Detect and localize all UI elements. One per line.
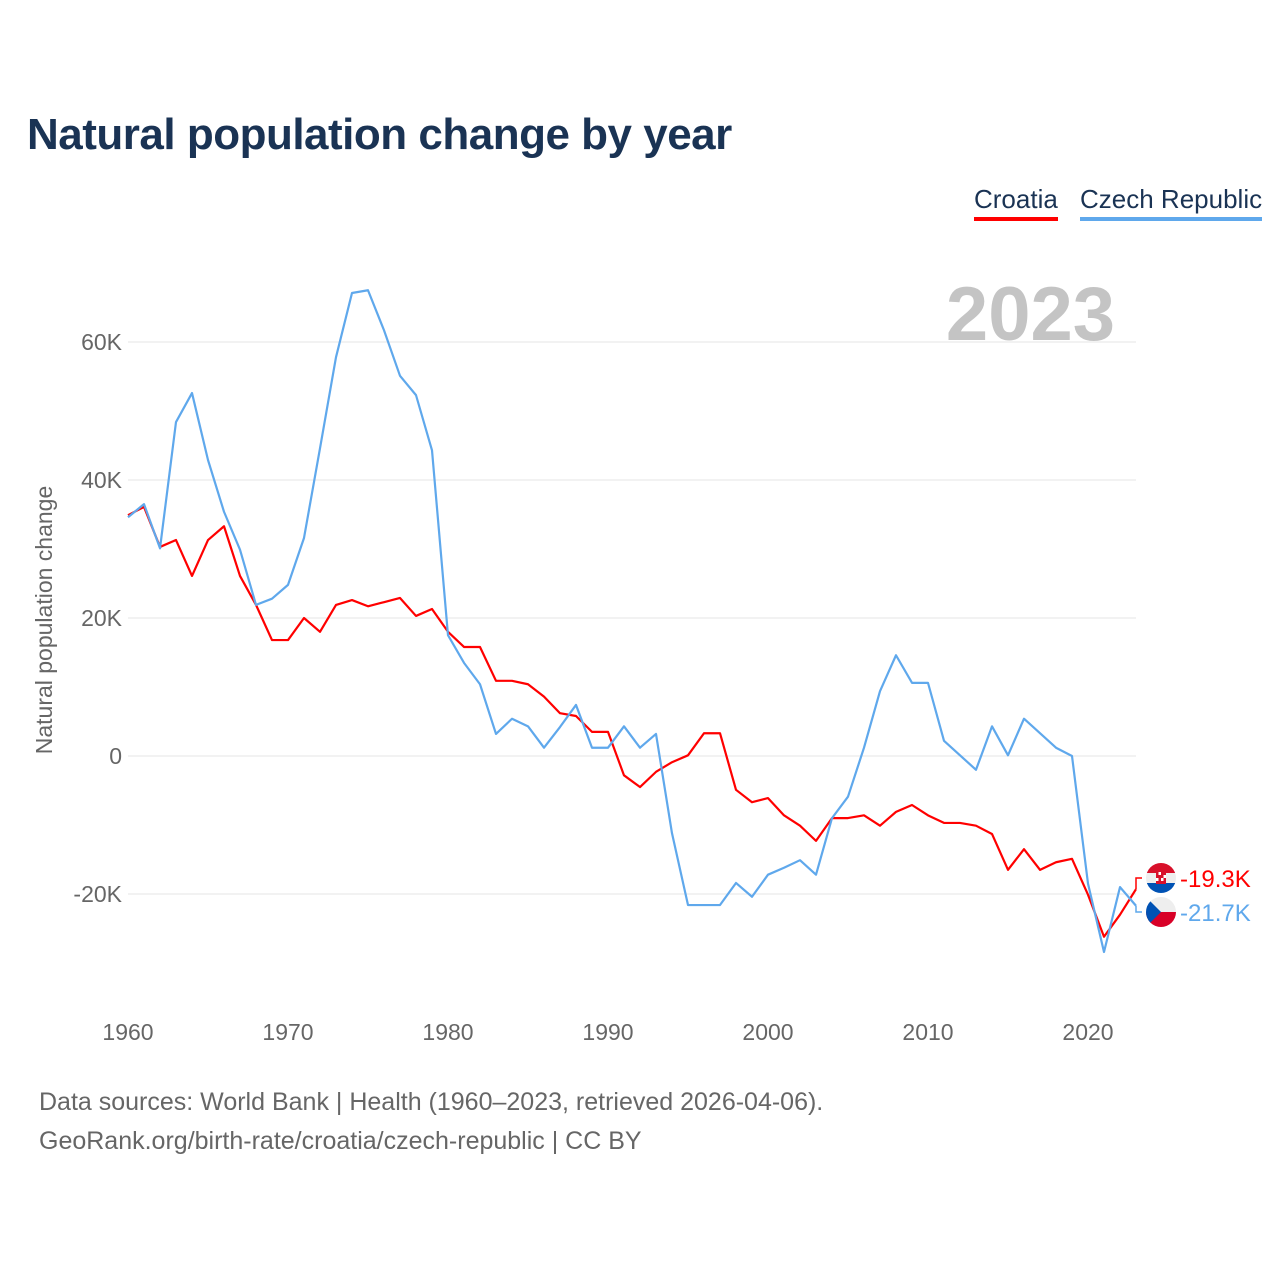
y-tick-label: 20K (81, 605, 123, 631)
end-connector (1135, 905, 1142, 913)
flag-check (1156, 878, 1159, 881)
x-tick-label: 1970 (262, 1019, 313, 1045)
flag-stripe (1146, 863, 1176, 873)
flag-check (1163, 875, 1166, 878)
czech-flag-icon (1146, 897, 1176, 927)
series-line-czech-republic (127, 289, 1137, 954)
source-line-2[interactable]: GeoRank.org/birth-rate/croatia/czech-rep… (39, 1127, 642, 1155)
flag (1146, 863, 1176, 893)
end-connector (1135, 877, 1142, 890)
y-tick-label: 60K (81, 329, 123, 355)
x-tick-label: 2000 (742, 1019, 793, 1045)
x-tick-label: 2020 (1062, 1019, 1113, 1045)
x-tick-label: 1980 (422, 1019, 473, 1045)
end-value-label: -21.7K (1180, 900, 1251, 927)
series-line-croatia (127, 505, 1137, 938)
x-tick-label: 1990 (582, 1019, 633, 1045)
croatia-flag-icon (1146, 863, 1176, 893)
flag-check (1161, 878, 1164, 881)
y-axis-label: Natural population change (31, 486, 57, 755)
x-tick-label: 2010 (902, 1019, 953, 1045)
y-tick-label: 40K (81, 467, 123, 493)
legend-croatia[interactable]: Croatia (974, 184, 1058, 221)
year-display: 2023 (946, 272, 1115, 357)
flag-check (1158, 872, 1161, 875)
y-tick-label: -20K (73, 881, 122, 907)
chart-title: Natural population change by year (27, 110, 732, 159)
flag (1146, 897, 1176, 927)
end-value-label: -19.3K (1180, 866, 1251, 893)
legend-czech-republic[interactable]: Czech Republic (1080, 184, 1263, 221)
flag-triangle (1146, 897, 1161, 927)
x-tick-label: 1960 (102, 1019, 153, 1045)
source-line-1: Data sources: World Bank | Health (1960–… (39, 1088, 824, 1116)
y-tick-label: 0 (109, 743, 122, 769)
flag-stripe (1146, 883, 1176, 893)
